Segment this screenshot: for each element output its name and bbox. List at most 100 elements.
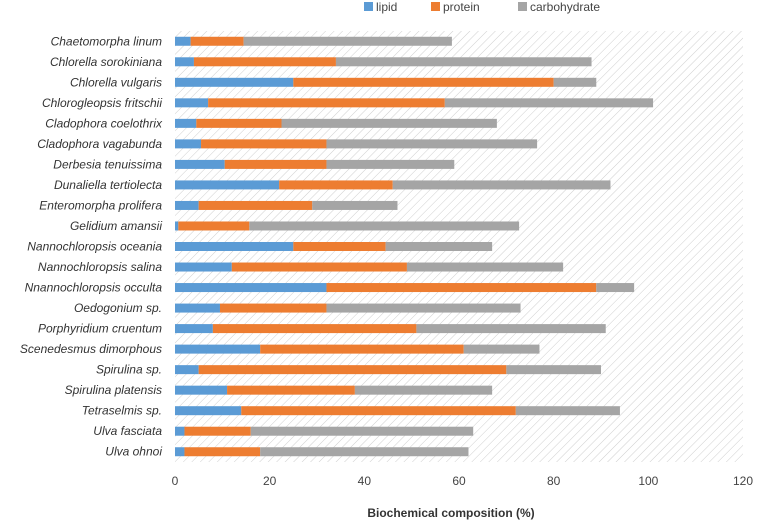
bar-lipid-18: [175, 385, 228, 395]
category-label: Chlorella sorokiniana: [50, 55, 162, 69]
bar-protein-14: [219, 303, 327, 313]
bar-protein-17: [198, 365, 507, 375]
bar-carbohydrate-18: [354, 385, 493, 395]
category-label: Enteromorpha prolifera: [39, 198, 162, 212]
bar-carbohydrate-19: [515, 406, 620, 416]
bar-carbohydrate-21: [260, 447, 469, 457]
bar-carbohydrate-9: [312, 200, 398, 210]
bar-carbohydrate-6: [326, 139, 538, 149]
category-label: Chlorella vulgaris: [70, 75, 162, 89]
bar-protein-18: [227, 385, 355, 395]
legend-swatch-carbohydrate: [518, 2, 527, 11]
legend-swatch-lipid: [364, 2, 373, 11]
bar-lipid-14: [175, 303, 220, 313]
bar-protein-2: [193, 57, 336, 67]
bar-carbohydrate-20: [250, 426, 474, 436]
bar-protein-3: [293, 77, 554, 87]
bar-protein-7: [224, 159, 327, 169]
legend-swatch-protein: [431, 2, 440, 11]
category-label: Nannochloropsis salina: [38, 260, 162, 274]
category-label: Oedogonium sp.: [74, 301, 162, 315]
bar-carbohydrate-16: [463, 344, 540, 354]
legend-label-carbohydrate: carbohydrate: [530, 0, 600, 14]
category-label: Chaetomorpha linum: [51, 34, 162, 48]
bar-carbohydrate-7: [326, 159, 455, 169]
bar-lipid-5: [175, 118, 197, 128]
bar-protein-13: [326, 283, 597, 293]
category-label: Cladophora vagabunda: [37, 137, 162, 151]
bar-protein-16: [260, 344, 464, 354]
category-label: Tetraselmis sp.: [82, 404, 162, 418]
category-label: Nnannochloropsis occulta: [25, 281, 163, 295]
category-label: Ulva fasciata: [93, 424, 162, 438]
bar-protein-10: [178, 221, 250, 231]
bar-lipid-3: [175, 77, 294, 87]
x-axis-ticks: 0 20 40 60 80 100 120: [172, 474, 754, 488]
bar-carbohydrate-2: [335, 57, 592, 67]
category-label: Spirulina sp.: [96, 363, 162, 377]
bar-protein-1: [190, 36, 244, 46]
bar-lipid-12: [175, 262, 232, 272]
category-label: Scenedesmus dimorphous: [20, 342, 162, 356]
bar-carbohydrate-10: [249, 221, 520, 231]
bar-protein-11: [293, 242, 386, 251]
bar-carbohydrate-15: [416, 324, 606, 334]
bar-protein-9: [198, 200, 313, 210]
bar-protein-4: [208, 98, 445, 108]
bar-lipid-6: [175, 139, 202, 149]
legend: lipid protein carbohydrate: [364, 0, 600, 14]
bar-lipid-16: [175, 344, 261, 354]
x-tick-label: 100: [638, 474, 658, 488]
bar-carbohydrate-1: [243, 36, 452, 46]
bar-protein-15: [212, 324, 417, 334]
bar-carbohydrate-14: [326, 303, 521, 313]
bar-carbohydrate-5: [281, 118, 497, 128]
bar-lipid-8: [175, 180, 280, 190]
bar-carbohydrate-3: [553, 77, 597, 87]
bar-carbohydrate-13: [596, 283, 635, 293]
bar-protein-19: [241, 406, 516, 416]
category-label: Ulva ohnoi: [105, 445, 162, 459]
bar-lipid-2: [175, 57, 194, 67]
bar-lipid-11: [175, 242, 294, 251]
bar-lipid-9: [175, 200, 199, 210]
category-label: Derbesia tenuissima: [53, 157, 162, 171]
bar-protein-5: [196, 118, 282, 128]
bar-lipid-10: [175, 221, 179, 231]
x-tick-label: 0: [172, 474, 179, 488]
bar-protein-21: [184, 447, 261, 457]
category-label: Porphyridium cruentum: [38, 322, 162, 336]
bar-carbohydrate-4: [444, 98, 654, 108]
category-labels: Chaetomorpha linum Chlorella sorokiniana C…: [20, 34, 163, 458]
x-tick-label: 80: [547, 474, 561, 488]
legend-label-lipid: lipid: [376, 0, 397, 14]
category-label: Chlorogleopsis fritschii: [42, 96, 162, 110]
bar-lipid-17: [175, 365, 199, 375]
category-label: Dunaliella tertiolecta: [54, 178, 162, 192]
legend-label-protein: protein: [443, 0, 480, 14]
category-label: Nannochloropsis oceania: [27, 240, 162, 254]
bars-group: [175, 36, 654, 457]
bar-lipid-19: [175, 406, 242, 416]
category-label: Gelidium amansii: [70, 219, 162, 233]
bar-protein-12: [231, 262, 407, 272]
bar-lipid-13: [175, 283, 327, 293]
bar-protein-8: [279, 180, 393, 190]
x-tick-label: 60: [452, 474, 466, 488]
x-axis-title: Biochemical composition (%): [367, 506, 534, 520]
bar-protein-20: [184, 426, 251, 436]
bar-lipid-20: [175, 426, 185, 436]
x-tick-label: 40: [358, 474, 372, 488]
category-label: Spirulina platensis: [65, 383, 162, 397]
x-tick-label: 120: [733, 474, 753, 488]
bar-lipid-15: [175, 324, 213, 334]
bar-lipid-7: [175, 159, 225, 169]
bar-carbohydrate-8: [392, 180, 611, 190]
bar-lipid-21: [175, 447, 185, 457]
bar-carbohydrate-12: [406, 262, 564, 272]
category-label: Cladophora coelothrix: [45, 116, 163, 130]
bar-lipid-4: [175, 98, 209, 108]
bar-carbohydrate-11: [385, 242, 493, 251]
